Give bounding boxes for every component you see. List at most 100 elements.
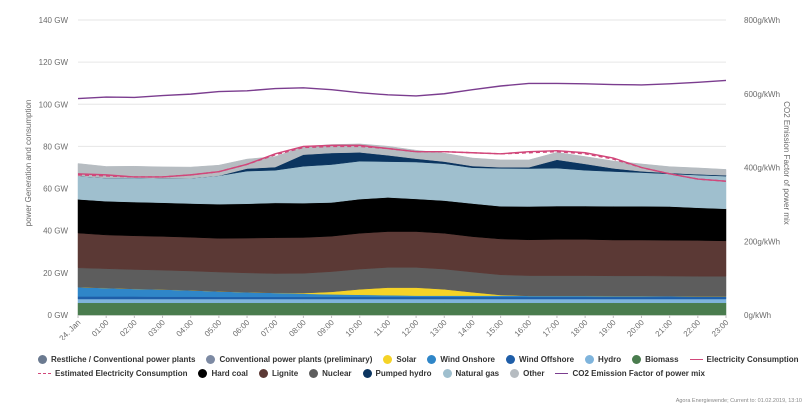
x-tick-label: 10:00: [344, 318, 365, 339]
right-tick-label: 400g/kWh: [744, 164, 780, 173]
x-tick-label: 22:00: [682, 318, 703, 339]
legend-item[interactable]: CO2 Emission Factor of power mix: [555, 368, 705, 378]
x-tick-label: 18:00: [569, 318, 590, 339]
x-tick-label: 03:00: [146, 318, 167, 339]
x-tick-label: 06:00: [231, 318, 252, 339]
x-tick-label: 16:00: [513, 318, 534, 339]
legend-dot-icon: [206, 354, 216, 364]
legend-line-icon: [38, 372, 51, 374]
x-tick-label: 19:00: [597, 318, 618, 339]
legend-dot-icon: [632, 354, 642, 364]
legend-label: Nuclear: [322, 368, 352, 378]
legend-item[interactable]: Estimated Electricity Consumption: [38, 369, 187, 378]
x-tick-label: 07:00: [259, 318, 280, 339]
legend-item[interactable]: Hydro: [585, 354, 622, 364]
legend-dot-icon: [309, 368, 319, 378]
legend-label: Hard coal: [211, 368, 248, 378]
x-tick-label: 20:00: [625, 318, 646, 339]
x-tick-label: 13:00: [428, 318, 449, 339]
x-tick-label: 09:00: [315, 318, 336, 339]
legend-dot-icon: [585, 354, 595, 364]
x-tick-label: 14:00: [456, 318, 477, 339]
legend-label: Restliche / Conventional power plants: [51, 354, 196, 364]
legend-item[interactable]: Natural gas: [442, 368, 500, 378]
chart: 0 GW 20 GW 40 GW 60 GW 80 GW 100 GW 120 GW 140 …: [24, 16, 791, 340]
left-axis-title: power Generation and consumption: [24, 100, 33, 227]
left-tick-label: 0 GW: [48, 311, 69, 320]
left-tick-label: 80 GW: [43, 142, 68, 151]
right-axis-title: CO2 Emission Factor of power mix: [782, 101, 791, 225]
x-tick-label: 24. Jan: [57, 318, 82, 340]
legend-dot-icon: [258, 368, 268, 378]
right-tick-label: 0g/kWh: [744, 311, 771, 320]
left-tick-label: 120 GW: [39, 58, 69, 67]
legend-label: Other: [523, 368, 545, 378]
legend-item[interactable]: Biomass: [632, 354, 679, 364]
legend-line-icon: [689, 358, 703, 360]
left-tick-label: 40 GW: [43, 227, 68, 236]
x-tick-label: 21:00: [654, 318, 675, 339]
legend-line-icon: [555, 372, 569, 374]
legend-label: Wind Onshore: [440, 354, 495, 364]
legend-label: Hydro: [598, 354, 622, 364]
right-tick-label: 800g/kWh: [744, 16, 780, 25]
legend-row: Estimated Electricity Consumption Hard co…: [38, 366, 798, 380]
legend-dot-icon: [442, 368, 452, 378]
x-tick-label: 23:00: [710, 318, 731, 339]
legend-label: Lignite: [271, 368, 299, 378]
legend-label: Conventional power plants (preliminary): [219, 354, 373, 364]
x-tick-label: 11:00: [372, 318, 392, 338]
x-tick-label: 04:00: [175, 318, 196, 339]
legend-item[interactable]: Conventional power plants (preliminary): [206, 354, 373, 364]
legend-item[interactable]: Solar: [383, 354, 417, 364]
line-estimated-electricity-consumption: [77, 145, 727, 182]
legend-label: Biomass: [645, 354, 679, 364]
line-series: [77, 79, 727, 182]
legend-item[interactable]: Other: [510, 368, 545, 378]
left-axis-ticks: 0 GW 20 GW 40 GW 60 GW 80 GW 100 GW 120 GW 140 …: [39, 16, 69, 320]
area-biomass: [77, 302, 727, 316]
legend-label: Wind Offshore: [519, 354, 575, 364]
stacked-areas: [77, 143, 727, 316]
legend-label: Natural gas: [455, 368, 500, 378]
x-tick-label: 17:00: [541, 318, 562, 339]
area-hydro: [77, 298, 727, 304]
x-tick-label: 02:00: [118, 318, 139, 339]
x-tick-label: 05:00: [203, 318, 224, 339]
legend-item[interactable]: Restliche / Conventional power plants: [38, 354, 196, 364]
x-tick-label: 08:00: [287, 318, 308, 339]
line-co2-emission-factor-of-power-mix: [77, 79, 727, 100]
x-axis-ticks: 24. Jan 01:00 02:00 03:00 04:00 05:00 06:00 07:…: [57, 315, 731, 340]
legend-dot-icon: [506, 354, 515, 364]
legend-label: Electricity Consumption: [706, 354, 799, 364]
right-tick-label: 600g/kWh: [744, 90, 780, 99]
legend-item[interactable]: Wind Offshore: [506, 354, 575, 364]
legend-label: CO2 Emission Factor of power mix: [572, 368, 705, 378]
right-axis-ticks: 0g/kWh 200g/kWh 400g/kWh 600g/kWh 800g/kWh: [744, 16, 780, 320]
legend-item[interactable]: Nuclear: [309, 368, 352, 378]
legend-row: Restliche / Conventional power plants Con…: [38, 352, 799, 366]
legend-label: Pumped hydro: [375, 368, 432, 378]
legend-dot-icon: [427, 354, 437, 364]
left-tick-label: 60 GW: [43, 185, 68, 194]
legend-dot-icon: [198, 368, 208, 378]
legend-dot-icon: [362, 368, 372, 378]
left-tick-label: 100 GW: [39, 100, 69, 109]
legend-item[interactable]: Electricity Consumption: [689, 354, 799, 364]
legend-item[interactable]: Lignite: [258, 368, 299, 378]
legend-dot-icon: [383, 354, 393, 364]
x-tick-label: 15:00: [484, 318, 505, 339]
legend-dot-icon: [38, 354, 47, 364]
x-tick-label: 01:00: [90, 318, 111, 339]
right-tick-label: 200g/kWh: [744, 237, 780, 246]
x-tick-label: 12:00: [400, 318, 421, 339]
legend-item[interactable]: Hard coal: [198, 368, 248, 378]
left-tick-label: 140 GW: [39, 16, 69, 25]
footer-source: Agora Energiewende; Current to: 01.02.20…: [675, 398, 802, 404]
left-tick-label: 20 GW: [43, 269, 68, 278]
legend-label: Solar: [396, 354, 417, 364]
legend: Restliche / Conventional power plants Con…: [38, 352, 799, 380]
legend-item[interactable]: Wind Onshore: [427, 354, 495, 364]
legend-label: Estimated Electricity Consumption: [55, 368, 188, 378]
legend-item[interactable]: Pumped hydro: [362, 368, 432, 378]
